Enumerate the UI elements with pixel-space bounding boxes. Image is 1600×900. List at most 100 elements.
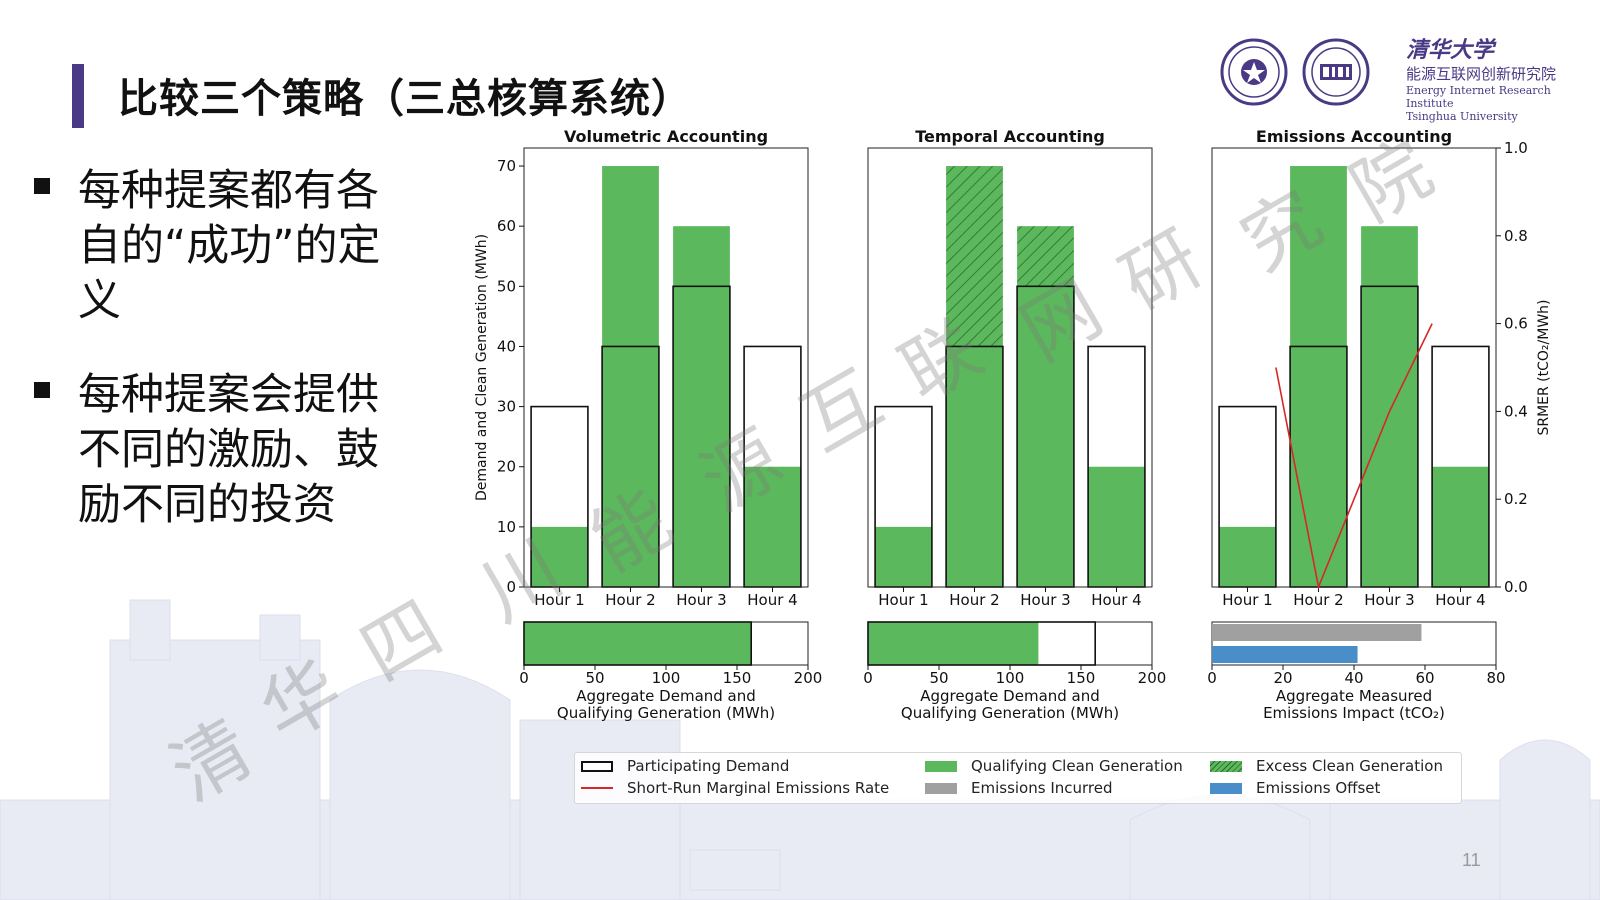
- aggregate-bar-emissions-offset: [1212, 646, 1358, 663]
- aggregate-x-axis-label: Qualifying Generation (MWh): [901, 704, 1119, 722]
- x-tick-label: Hour 3: [1364, 591, 1414, 609]
- aggregate-x-tick-label: 150: [1067, 669, 1096, 687]
- legend-swatch-outline: [581, 761, 613, 772]
- chart-title: Emissions Accounting: [1256, 127, 1452, 146]
- logo-university-cn: 清华大学: [1406, 37, 1495, 63]
- y2-tick-label: 0.2: [1504, 490, 1528, 508]
- x-tick-label: Hour 4: [1091, 591, 1141, 609]
- aggregate-x-tick-label: 80: [1486, 669, 1505, 687]
- aggregate-x-tick-label: 20: [1273, 669, 1292, 687]
- legend-label: Excess Clean Generation: [1256, 757, 1443, 775]
- aggregate-x-axis-label: Qualifying Generation (MWh): [557, 704, 775, 722]
- title-accent-bar: [72, 64, 84, 128]
- aggregate-bar-qualifying: [868, 622, 1039, 665]
- aggregate-x-axis-label: Aggregate Measured: [1276, 687, 1432, 705]
- aggregate-bar-demand: [867, 621, 1096, 666]
- eiri-seal-icon: [1302, 38, 1370, 106]
- aggregate-x-axis-label: Aggregate Demand and: [576, 687, 756, 705]
- y-tick-label: 50: [497, 277, 516, 295]
- x-tick-label: Hour 2: [949, 591, 999, 609]
- y-axis-label: Demand and Clean Generation (MWh): [474, 234, 490, 501]
- bar-qualifying-generation: [1432, 466, 1489, 587]
- aggregate-bar-qualifying: [524, 622, 752, 665]
- y2-tick-label: 0.8: [1504, 227, 1528, 245]
- bar-qualifying-generation: [1088, 466, 1145, 587]
- page-number: 11: [1462, 850, 1481, 870]
- aggregate-x-tick-label: 0: [519, 669, 529, 687]
- x-tick-label: Hour 4: [1435, 591, 1485, 609]
- y2-tick-label: 1.0: [1504, 139, 1528, 157]
- plot-frame: [867, 147, 1153, 588]
- aggregate-bar-emissions-incurred: [1212, 624, 1422, 641]
- legend-swatch-red-line: [581, 787, 613, 789]
- aggregate-x-tick-label: 200: [1138, 669, 1167, 687]
- plot-frame: [523, 147, 809, 588]
- legend-swatch-blue: [1210, 783, 1242, 794]
- x-tick-label: Hour 2: [605, 591, 655, 609]
- bullet-1-text: 每种提案都有各自的“成功”的定义: [78, 166, 381, 326]
- bar-excess-generation: [946, 166, 1003, 347]
- aggregate-x-tick-label: 50: [929, 669, 948, 687]
- aggregate-x-tick-label: 60: [1415, 669, 1434, 687]
- x-tick-label: Hour 2: [1293, 591, 1343, 609]
- legend-swatch-hatch: [1210, 761, 1242, 772]
- logo-institute-en: Energy Internet Research Institute: [1406, 84, 1551, 110]
- legend-label: Short-Run Marginal Emissions Rate: [627, 779, 890, 797]
- bar-qualifying-generation: [946, 346, 1003, 587]
- plot-frame: [1211, 147, 1497, 588]
- legend-label: Emissions Incurred: [971, 779, 1113, 797]
- x-tick-label: Hour 4: [747, 591, 797, 609]
- institute-logo-text: 清华大学 能源互联网创新研究院 Energy Internet Research…: [1406, 36, 1596, 123]
- bullet-1: 每种提案都有各自的“成功”的定义: [34, 164, 414, 334]
- legend-label: Qualifying Clean Generation: [971, 757, 1183, 775]
- bar-qualifying-generation: [673, 226, 730, 587]
- bar-qualifying-generation: [1290, 166, 1347, 588]
- bar-qualifying-generation: [1361, 226, 1418, 587]
- aggregate-x-axis-label: Aggregate Demand and: [920, 687, 1100, 705]
- aggregate-x-tick-label: 0: [1207, 669, 1217, 687]
- y2-tick-label: 0.4: [1504, 402, 1528, 420]
- x-tick-label: Hour 1: [1222, 591, 1272, 609]
- bullet-square-icon: [34, 382, 50, 398]
- x-tick-label: Hour 3: [1020, 591, 1070, 609]
- aggregate-x-tick-label: 0: [863, 669, 873, 687]
- y2-tick-label: 0.0: [1504, 578, 1528, 596]
- chart-title: Temporal Accounting: [915, 127, 1105, 146]
- bar-qualifying-generation: [531, 526, 588, 587]
- y2-axis-label: SRMER (tCO₂/MWh): [1536, 299, 1552, 435]
- legend-label: Emissions Offset: [1256, 779, 1381, 797]
- legend-swatch-gray: [925, 783, 957, 794]
- x-tick-label: Hour 1: [878, 591, 928, 609]
- aggregate-x-tick-label: 200: [794, 669, 823, 687]
- aggregate-x-tick-label: 100: [652, 669, 681, 687]
- aggregate-x-tick-label: 50: [585, 669, 604, 687]
- y-tick-label: 70: [497, 157, 516, 175]
- y-tick-label: 40: [497, 337, 516, 355]
- bar-qualifying-generation: [1219, 526, 1276, 587]
- x-tick-label: Hour 1: [534, 591, 584, 609]
- logo-institute-cn: 能源互联网创新研究院: [1406, 65, 1557, 83]
- srmer-line: [1275, 323, 1433, 590]
- logo-university-en: Tsinghua University: [1406, 110, 1518, 123]
- bar-qualifying-generation: [602, 166, 659, 588]
- bar-excess-generation: [1017, 226, 1074, 287]
- tsinghua-seal-icon: [1220, 38, 1288, 106]
- chart-title: Volumetric Accounting: [564, 127, 768, 146]
- legend-label: Participating Demand: [627, 757, 790, 775]
- aggregate-x-tick-label: 100: [996, 669, 1025, 687]
- bar-qualifying-generation: [744, 466, 801, 587]
- y2-tick-label: 0.6: [1504, 315, 1528, 333]
- bullet-square-icon: [34, 178, 50, 194]
- aggregate-bar-demand: [523, 621, 752, 666]
- y-tick-label: 10: [497, 518, 516, 536]
- bullet-2-text: 每种提案会提供不同的激励、鼓励不同的投资: [78, 370, 379, 530]
- y-tick-label: 60: [497, 217, 516, 235]
- aggregate-x-tick-label: 40: [1344, 669, 1363, 687]
- y-tick-label: 0: [506, 578, 516, 596]
- x-tick-label: Hour 3: [676, 591, 726, 609]
- y-tick-label: 30: [497, 398, 516, 416]
- bar-qualifying-generation: [1017, 286, 1074, 587]
